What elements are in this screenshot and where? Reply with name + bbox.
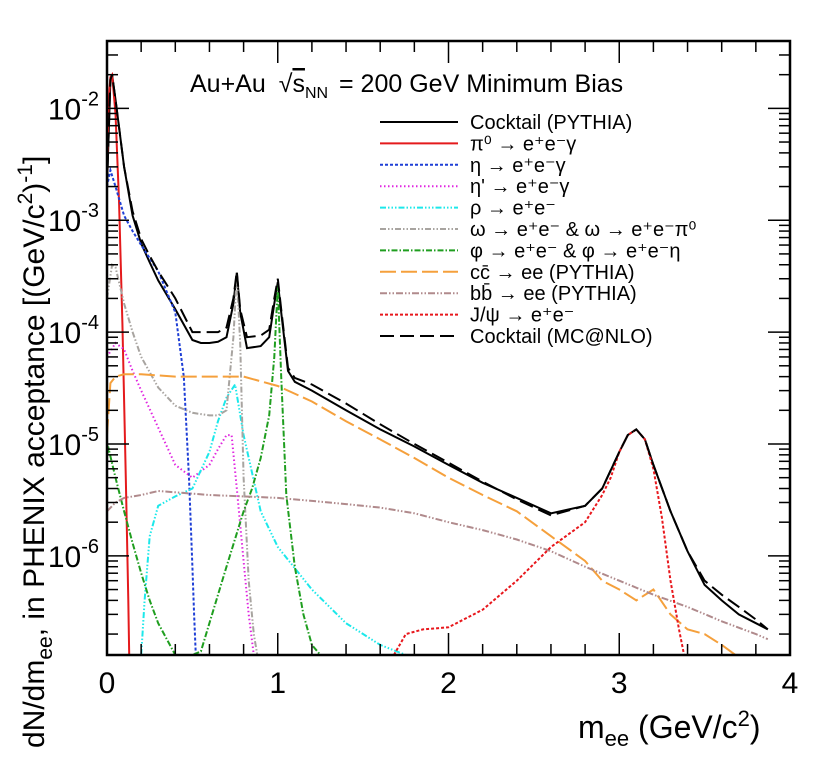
y-tick-label: 10-2: [48, 88, 99, 126]
legend-label: J/ψ → e⁺e⁻: [470, 305, 574, 327]
series-line-11: [107, 74, 769, 631]
plot-frame: [105, 39, 792, 657]
series-line-10: [393, 428, 686, 655]
legend-label: φ → e⁺e⁻ & φ → e⁺e⁻η: [470, 240, 680, 262]
x-tick-label: 1: [269, 667, 286, 700]
chart-title: Au+Au √sNN = 200 GeV Minimum Bias: [190, 70, 623, 104]
legend-label: ρ → e⁺e⁻: [470, 198, 556, 220]
series-line-2: [107, 71, 131, 655]
y-minor-ticks: [107, 40, 790, 635]
y-axis-label: dN/dmee, in PHENIX acceptance [(GeV/c2)-…: [14, 156, 57, 748]
x-tick-label: 4: [782, 667, 799, 700]
series-line-7: [107, 285, 322, 655]
series-line-6: [107, 263, 259, 655]
x-tick-labels: 0 1 2 3 4: [99, 667, 799, 700]
y-tick-label: 10-5: [48, 424, 99, 462]
series-line-8: [107, 373, 736, 655]
series-line-9: [107, 489, 769, 641]
legend-label: π⁰ → e⁺e⁻γ: [470, 133, 576, 155]
x-axis-label: mee (GeV/c2): [578, 706, 761, 751]
y-tick-label: 10-6: [48, 536, 99, 574]
x-tick-label: 2: [440, 667, 457, 700]
x-minor-ticks: [106, 41, 791, 655]
y-tick-label: 10-4: [48, 312, 99, 350]
legend-label: ω → e⁺e⁻ & ω → e⁺e⁻π⁰: [470, 219, 696, 241]
legend-label: cc̄ → ee (PYTHIA): [470, 262, 634, 284]
series-line-4: [107, 341, 261, 655]
legend-label: Cocktail (PYTHIA): [470, 112, 632, 134]
x-tick-label: 0: [99, 667, 116, 700]
legend: Cocktail (PYTHIA)π⁰ → e⁺e⁻γη → e⁺e⁻γη' →…: [380, 112, 696, 348]
legend-label: η' → e⁺e⁻γ: [470, 176, 569, 198]
y-tick-label: 10-3: [48, 200, 99, 238]
series-line-5: [140, 381, 407, 655]
legend-label: Cocktail (MC@NLO): [470, 326, 653, 348]
series-line-1: [107, 74, 769, 631]
x-tick-label: 3: [611, 667, 628, 700]
legend-label: bb̄ → ee (PYTHIA): [470, 282, 637, 305]
legend-label: η → e⁺e⁻γ: [470, 155, 566, 177]
y-tick-labels: 10-2 10-3 10-4 10-5 10-6: [48, 88, 99, 574]
